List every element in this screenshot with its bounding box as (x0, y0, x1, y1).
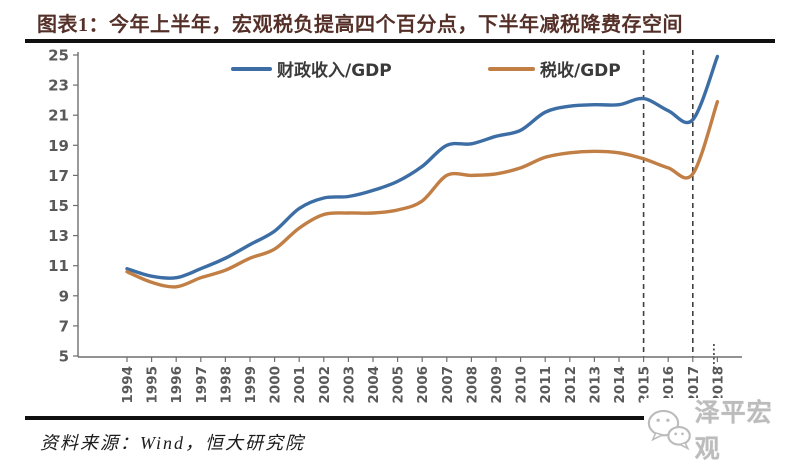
x-tick-label: 1997 (194, 366, 210, 404)
x-tick-label: 1996 (169, 366, 185, 404)
x-tick-label: 2002 (317, 366, 333, 404)
y-tick-label: 11 (48, 257, 69, 275)
y-tick-label: 9 (59, 287, 69, 305)
source-note: 资料来源：Wind，恒大研究院 (40, 433, 306, 453)
y-tick-label: 5 (59, 348, 69, 366)
x-tick-label: 2001 (292, 366, 308, 404)
x-tick-label: 2003 (341, 366, 357, 404)
x-tick-label: 2013 (587, 366, 603, 404)
y-tick-label: 17 (48, 167, 69, 185)
x-tick-label: 2015 (637, 366, 653, 404)
legend-label-tax: 税收/GDP (540, 60, 621, 81)
x-tick-label: 2000 (268, 366, 284, 404)
x-tick-label: 1998 (218, 366, 234, 404)
x-tick-label: 2017 (686, 366, 702, 404)
bottom-rule (25, 416, 649, 420)
y-tick-label: 21 (48, 107, 69, 125)
watermark: 泽平宏观 (644, 398, 796, 463)
y-tick-label: 25 (48, 47, 69, 65)
x-tick-label: 2016 (661, 366, 677, 404)
x-tick-label: 2008 (464, 366, 480, 404)
y-tick-label: 13 (48, 227, 69, 245)
y-tick-label: 23 (48, 77, 69, 95)
x-tick-label: 2011 (538, 366, 554, 404)
x-tick-label: 2006 (415, 366, 431, 404)
y-tick-label: 19 (48, 137, 69, 155)
x-tick-label: 2005 (391, 366, 407, 404)
x-tick-label: 1994 (120, 366, 136, 404)
x-tick-label: 2004 (366, 366, 382, 404)
wechat-icon (647, 409, 691, 451)
x-tick-label: 2012 (563, 366, 579, 404)
y-tick-label: 15 (48, 197, 69, 215)
page-title: 图表1：今年上半年，宏观税负提高四个百分点，下半年减税降费存空间 (37, 14, 683, 36)
series-line-fiscal (125, 54, 720, 280)
series-line-tax (125, 100, 720, 289)
x-tick-label: 2010 (514, 366, 530, 404)
watermark-label: 泽平宏观 (694, 398, 773, 463)
x-tick-label: 2014 (612, 366, 628, 404)
x-tick-label: 2018 (710, 366, 726, 404)
x-tick-label: 1995 (145, 366, 161, 404)
y-tick-label: 7 (59, 317, 69, 335)
x-tick-label: 2009 (489, 366, 505, 404)
legend-label-fiscal: 财政收入/GDP (276, 60, 392, 81)
title-underline (25, 39, 775, 43)
x-tick-label: 2007 (440, 366, 456, 404)
x-tick-label: 1999 (243, 366, 259, 404)
